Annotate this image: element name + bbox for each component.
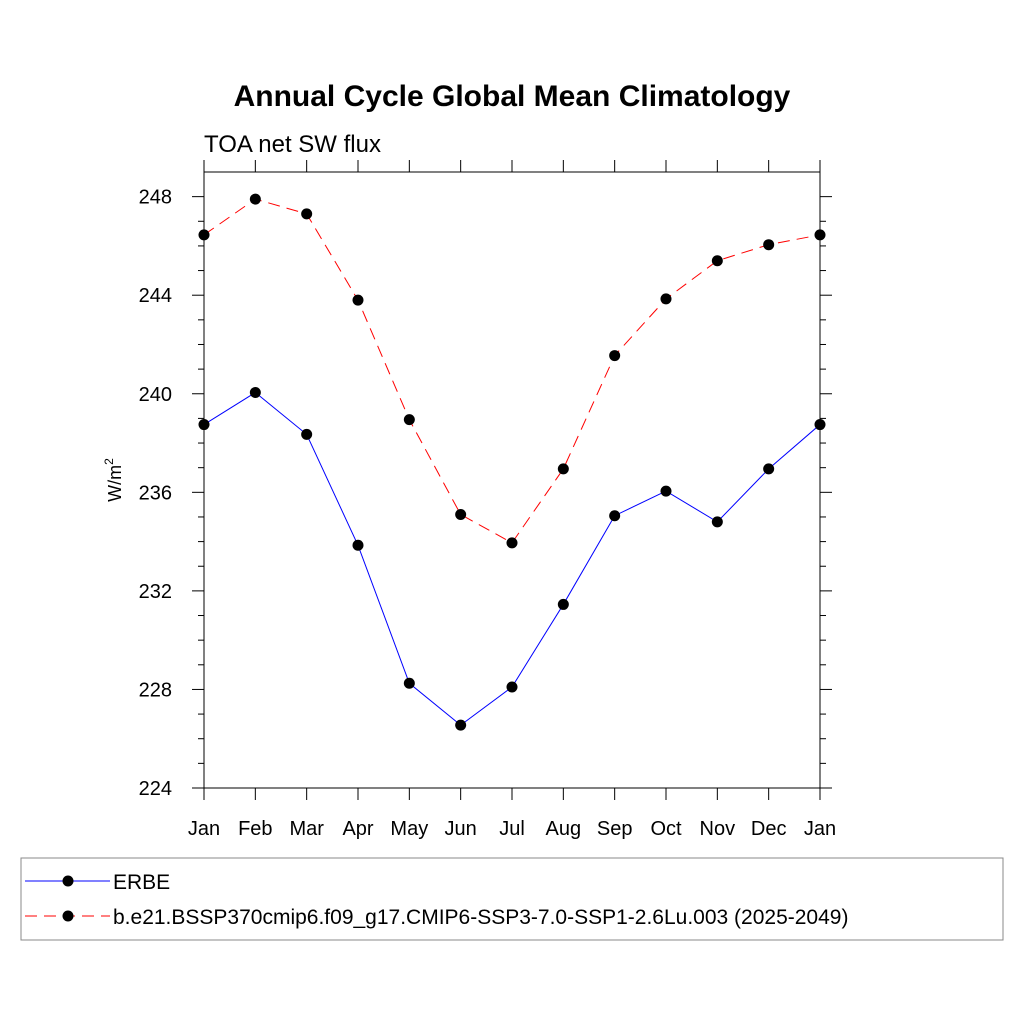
x-tick-labels: Jan Feb Mar Apr May Jun Jul Aug Sep Oct Nov Dec Jan [188, 818, 836, 840]
series-line-2 [203, 198, 821, 544]
series-2-point [557, 463, 569, 475]
x-tick-label: Dec [751, 818, 787, 840]
y-axis-label-text: W/m [105, 465, 125, 502]
plot-frame [203, 171, 821, 789]
series-line-1 [203, 391, 821, 726]
axis-ticks [192, 160, 832, 800]
x-tick-label: Nov [700, 818, 736, 840]
x-tick-label: Sep [597, 818, 633, 840]
x-tick-label: Oct [650, 818, 682, 840]
series-1-point [455, 719, 467, 731]
legend-box [20, 857, 1004, 941]
x-tick-label: Jul [499, 818, 525, 840]
y-tick-label: 224 [139, 778, 172, 800]
series-2-point [660, 293, 672, 305]
x-tick-label: May [390, 818, 428, 840]
svg-text:W/m2: W/m2 [102, 458, 125, 502]
y-tick-labels: 224 228 232 236 240 244 248 [139, 187, 172, 800]
x-tick-label: Jan [804, 818, 836, 840]
y-tick-label: 244 [139, 285, 172, 307]
x-tick-label: Aug [546, 818, 582, 840]
legend: ERBE b.e21.BSSP370cmip6.f09_g17.CMIP6-SSP… [25, 871, 848, 929]
y-tick-label: 248 [139, 187, 172, 209]
series-2-point [814, 229, 826, 241]
series-1-point [814, 419, 826, 431]
chart-subtitle: TOA net SW flux [204, 131, 381, 158]
y-tick-label: 240 [139, 384, 172, 406]
series-1-point [403, 677, 415, 689]
series-1-point [301, 428, 313, 440]
y-tick-label: 236 [139, 482, 172, 504]
x-tick-label: Jan [188, 818, 220, 840]
series-1-point [711, 516, 723, 528]
x-tick-label: Mar [289, 818, 324, 840]
series-1-point [506, 681, 518, 693]
series-2-point [763, 239, 775, 251]
series-1-point [198, 419, 210, 431]
x-tick-label: Apr [342, 818, 373, 840]
y-tick-label: 228 [139, 679, 172, 701]
series-1-point [763, 463, 775, 475]
series-2-point [198, 229, 210, 241]
legend-label-2: b.e21.BSSP370cmip6.f09_g17.CMIP6-SSP3-7.… [113, 906, 848, 929]
series-2-point [301, 208, 313, 220]
series-2-point [455, 508, 467, 520]
series-1-point [249, 387, 261, 399]
legend-marker-2 [62, 910, 74, 922]
chart-title: Annual Cycle Global Mean Climatology [234, 80, 791, 113]
series-2-point [609, 350, 621, 362]
series-2-point [403, 414, 415, 426]
series-layer [198, 193, 826, 731]
series-2-point [711, 255, 723, 267]
y-axis-label-superscript: 2 [102, 458, 116, 465]
legend-marker-1 [62, 875, 74, 887]
series-1-point [660, 485, 672, 497]
series-2-point [352, 294, 364, 306]
series-1-point [557, 598, 569, 610]
x-tick-label: Jun [445, 818, 477, 840]
series-1-point [352, 539, 364, 551]
y-axis-label: W/m2 [102, 458, 125, 502]
legend-label-1: ERBE [113, 871, 170, 894]
y-tick-label: 232 [139, 581, 172, 603]
series-2-point [506, 537, 518, 549]
series-1-point [609, 510, 621, 522]
x-tick-label: Feb [238, 818, 272, 840]
series-2-point [249, 193, 261, 205]
